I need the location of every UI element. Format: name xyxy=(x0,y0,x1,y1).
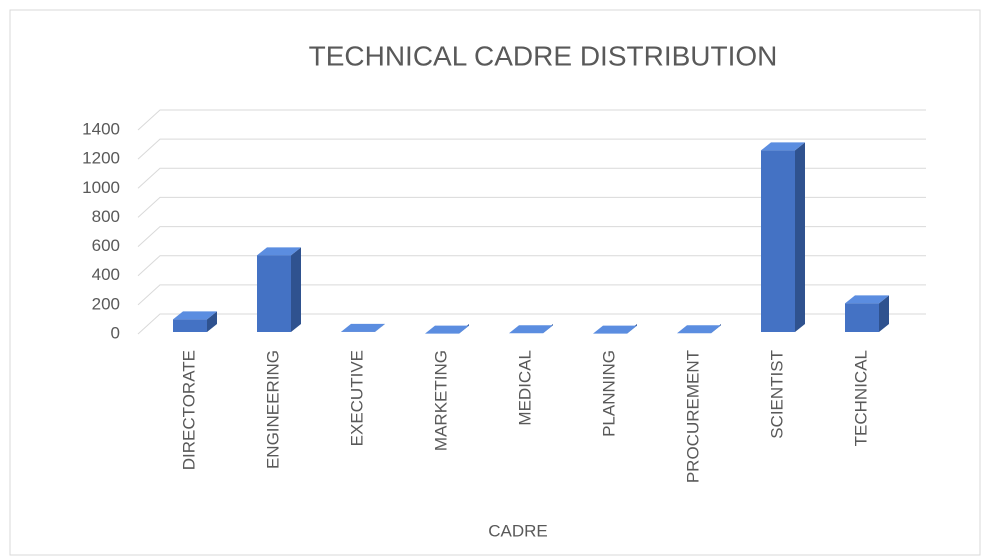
chart-title: TECHNICAL CADRE DISTRIBUTION xyxy=(309,40,778,71)
bar-side xyxy=(207,311,217,332)
bar-top xyxy=(845,295,889,304)
x-tick-label: MARKETING xyxy=(431,350,450,451)
y-tick-label: 1200 xyxy=(82,149,120,168)
y-tick-label: 200 xyxy=(92,294,120,313)
bar xyxy=(761,150,795,332)
grid-line xyxy=(137,196,926,218)
x-tick-label: DIRECTORATE xyxy=(179,350,198,470)
bar xyxy=(845,303,879,332)
x-tick-label: TECHNICAL xyxy=(851,350,870,446)
x-tick-label: ENGINEERING xyxy=(263,350,282,469)
x-tick-label: EXECUTIVE xyxy=(347,350,366,446)
y-tick-label: 600 xyxy=(92,236,120,255)
bar-side xyxy=(879,295,889,332)
grid-line xyxy=(137,226,926,247)
bar-top xyxy=(257,247,301,256)
x-tick-label: SCIENTIST xyxy=(767,350,786,439)
grid-line xyxy=(137,284,926,306)
bar xyxy=(257,255,291,332)
y-tick-label: 0 xyxy=(111,323,120,342)
bar-top xyxy=(761,142,805,151)
bar-top xyxy=(173,311,217,320)
grid-line xyxy=(137,138,926,160)
grid-line xyxy=(137,167,926,189)
bar-side xyxy=(291,247,301,332)
bar-side xyxy=(375,323,385,332)
x-axis-title: CADRE xyxy=(488,521,548,540)
x-tick-label: PLANNING xyxy=(599,350,618,437)
y-tick-label: 1000 xyxy=(82,178,120,197)
grid-line xyxy=(137,109,926,131)
y-tick-label: 1400 xyxy=(82,119,120,138)
x-tick-label: PROCUREMENT xyxy=(683,350,702,483)
x-tick-label: MEDICAL xyxy=(515,350,534,426)
bar-top xyxy=(677,325,721,334)
bar-top xyxy=(509,325,553,334)
grid-line xyxy=(137,313,926,335)
bar-top xyxy=(341,323,385,332)
bar-top xyxy=(425,325,469,334)
chart-frame xyxy=(9,9,981,556)
bar xyxy=(173,319,207,332)
y-tick-label: 800 xyxy=(92,207,120,226)
bar-side xyxy=(795,142,805,332)
y-tick-label: 400 xyxy=(92,265,120,284)
grid-line xyxy=(137,255,926,277)
bar-top xyxy=(593,325,637,334)
